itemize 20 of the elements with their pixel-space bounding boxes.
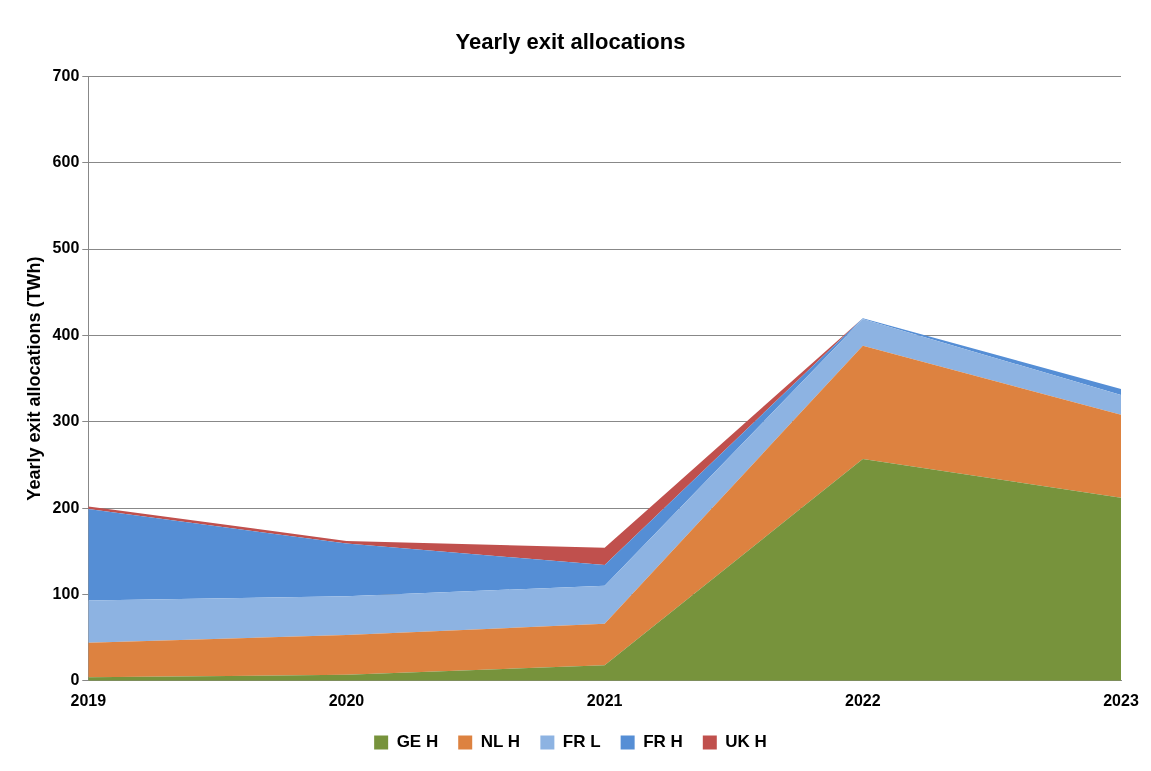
y-tick-label: 0 bbox=[70, 671, 80, 689]
x-tick-label: 2023 bbox=[1103, 691, 1139, 709]
legend-label: GE H bbox=[396, 732, 439, 752]
x-tick-label: 2021 bbox=[586, 691, 623, 709]
legend-label: FR H bbox=[643, 732, 683, 752]
y-axis-title: Yearly exit allocations (TWh) bbox=[23, 256, 44, 501]
y-tick-label: 400 bbox=[52, 325, 80, 343]
y-tick-label: 600 bbox=[52, 153, 80, 171]
legend-label: UK H bbox=[725, 732, 767, 752]
x-tick-label: 2019 bbox=[70, 691, 107, 709]
x-tick-label: 2022 bbox=[845, 691, 881, 709]
y-tick-label: 200 bbox=[52, 498, 80, 516]
y-tick-label: 100 bbox=[52, 584, 80, 602]
legend-label: FR L bbox=[562, 732, 601, 752]
y-tick-label: 300 bbox=[52, 412, 80, 430]
y-tick-label: 700 bbox=[52, 66, 80, 84]
legend-label: NL H bbox=[480, 732, 521, 752]
chart-title: Yearly exit allocations bbox=[455, 29, 686, 55]
x-tick-label: 2020 bbox=[328, 691, 365, 709]
y-tick-label: 500 bbox=[52, 239, 80, 257]
